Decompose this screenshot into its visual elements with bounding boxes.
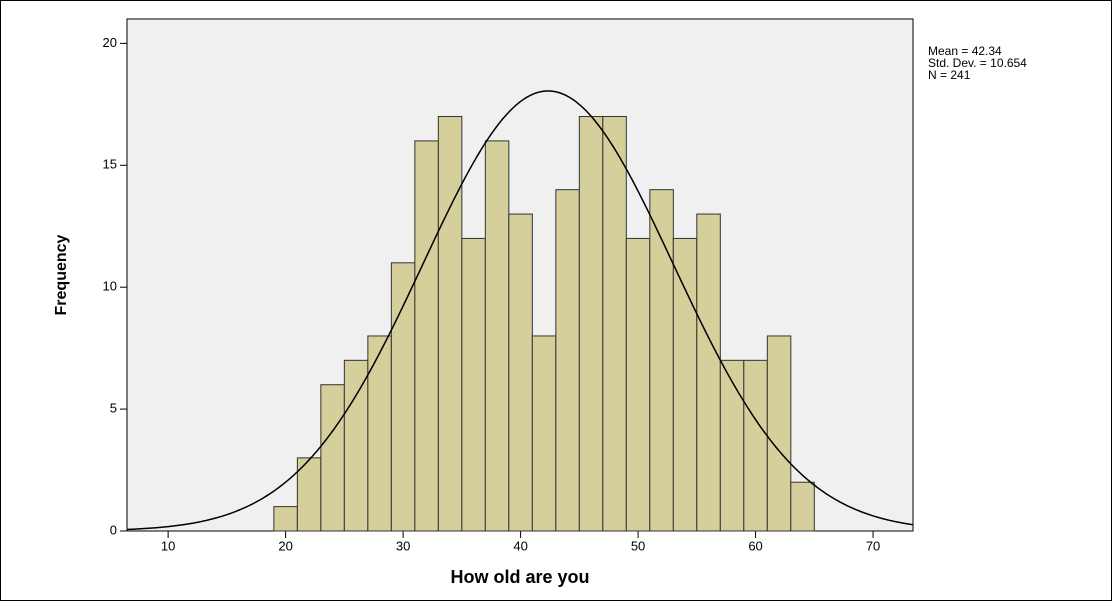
y-tick-label: 5	[110, 401, 117, 416]
normal-curve	[126, 90, 914, 531]
stat-annotation: Std. Dev. = 10.654	[928, 56, 1027, 70]
x-tick-label: 20	[278, 538, 292, 553]
x-axis-label: How old are you	[450, 567, 589, 587]
bar	[367, 335, 392, 532]
bar	[555, 189, 580, 532]
y-axis-label: Frequency	[53, 234, 70, 315]
bar	[578, 116, 604, 532]
bar	[766, 335, 792, 532]
bar	[461, 237, 486, 532]
x-tick-label: 30	[396, 538, 410, 553]
bar	[602, 116, 627, 532]
x-tick-label: 60	[748, 538, 762, 553]
stat-annotation: Mean = 42.34	[928, 44, 1002, 58]
bar	[273, 506, 298, 532]
bar	[508, 213, 533, 532]
bar	[320, 384, 345, 532]
bar	[790, 481, 815, 532]
x-tick-label: 70	[866, 538, 880, 553]
bar	[437, 116, 463, 532]
bar	[531, 335, 557, 532]
bar	[696, 213, 721, 532]
bar	[414, 140, 439, 532]
stat-annotation: N = 241	[928, 68, 971, 82]
bar	[625, 237, 651, 532]
bar	[343, 359, 369, 532]
bar	[719, 359, 745, 532]
x-tick-label: 50	[631, 538, 645, 553]
bar	[672, 237, 698, 532]
bar	[390, 262, 416, 532]
y-tick-label: 0	[110, 522, 117, 537]
bar	[743, 359, 768, 532]
x-tick-label: 40	[513, 538, 527, 553]
bar	[484, 140, 510, 532]
x-tick-label: 10	[161, 538, 175, 553]
y-tick-label: 15	[103, 157, 117, 172]
y-tick-label: 20	[103, 35, 117, 50]
y-tick-label: 10	[103, 279, 117, 294]
